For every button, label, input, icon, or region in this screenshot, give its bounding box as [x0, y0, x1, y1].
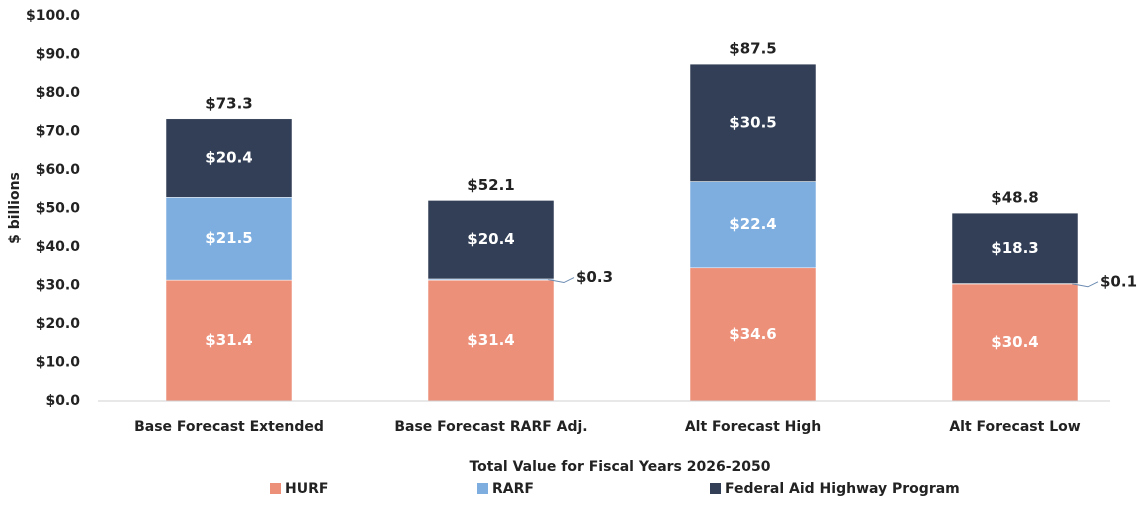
- bar-segment: [689, 63, 817, 182]
- value-label: $21.5: [205, 229, 252, 247]
- legend-swatch: [477, 483, 488, 494]
- x-tick-label: Alt Forecast High: [685, 419, 821, 435]
- bar-segment: [689, 267, 817, 402]
- value-label: $18.3: [991, 239, 1038, 257]
- total-label: $73.3: [205, 94, 252, 112]
- x-tick-label: Base Forecast RARF Adj.: [394, 419, 587, 435]
- total-label: $87.5: [729, 40, 776, 58]
- bar-segment: [951, 283, 1079, 402]
- legend-swatch: [710, 483, 721, 494]
- bar-segment: [689, 181, 817, 269]
- y-tick-label: $0.0: [45, 393, 80, 409]
- value-label: $20.4: [205, 149, 252, 167]
- value-label: $20.4: [467, 230, 514, 248]
- value-label: $31.4: [205, 331, 252, 349]
- value-label: $31.4: [467, 331, 514, 349]
- x-tick-label: Alt Forecast Low: [949, 419, 1080, 435]
- bar-segment: [165, 197, 293, 281]
- y-tick-label: $30.0: [36, 278, 81, 294]
- value-label: $30.4: [991, 333, 1038, 351]
- total-label: $48.8: [991, 189, 1038, 207]
- bar-segment: [951, 212, 1079, 284]
- y-tick-label: $80.0: [36, 85, 81, 101]
- y-tick-label: $40.0: [36, 239, 81, 255]
- value-label: $34.6: [729, 325, 776, 343]
- y-tick-label: $60.0: [36, 162, 81, 178]
- total-label: $52.1: [467, 176, 514, 194]
- y-tick-label: $100.0: [26, 8, 80, 24]
- y-tick-label: $70.0: [36, 124, 81, 140]
- x-tick-label: Base Forecast Extended: [134, 419, 324, 435]
- value-label: $0.3: [576, 268, 613, 286]
- y-axis-label: $ billions: [7, 172, 23, 244]
- y-tick-label: $20.0: [36, 316, 81, 332]
- x-axis-label: Total Value for Fiscal Years 2026-2050: [469, 459, 770, 475]
- y-tick-label: $90.0: [36, 47, 81, 63]
- leader-line: [547, 277, 575, 284]
- legend-label: RARF: [492, 481, 534, 497]
- value-label: $0.1: [1100, 272, 1137, 290]
- leader-line: [1071, 281, 1099, 288]
- legend-swatch: [270, 483, 281, 494]
- value-label: $22.4: [729, 215, 776, 233]
- bar-segment: [165, 279, 293, 402]
- legend-label: Federal Aid Highway Program: [725, 481, 960, 497]
- bar-segment: [427, 279, 555, 402]
- bar-segment: [427, 200, 555, 280]
- bar-segment: [165, 118, 293, 198]
- y-tick-label: $50.0: [36, 201, 81, 217]
- legend-label: HURF: [285, 481, 328, 497]
- y-tick-label: $10.0: [36, 355, 81, 371]
- value-label: $30.5: [729, 113, 776, 131]
